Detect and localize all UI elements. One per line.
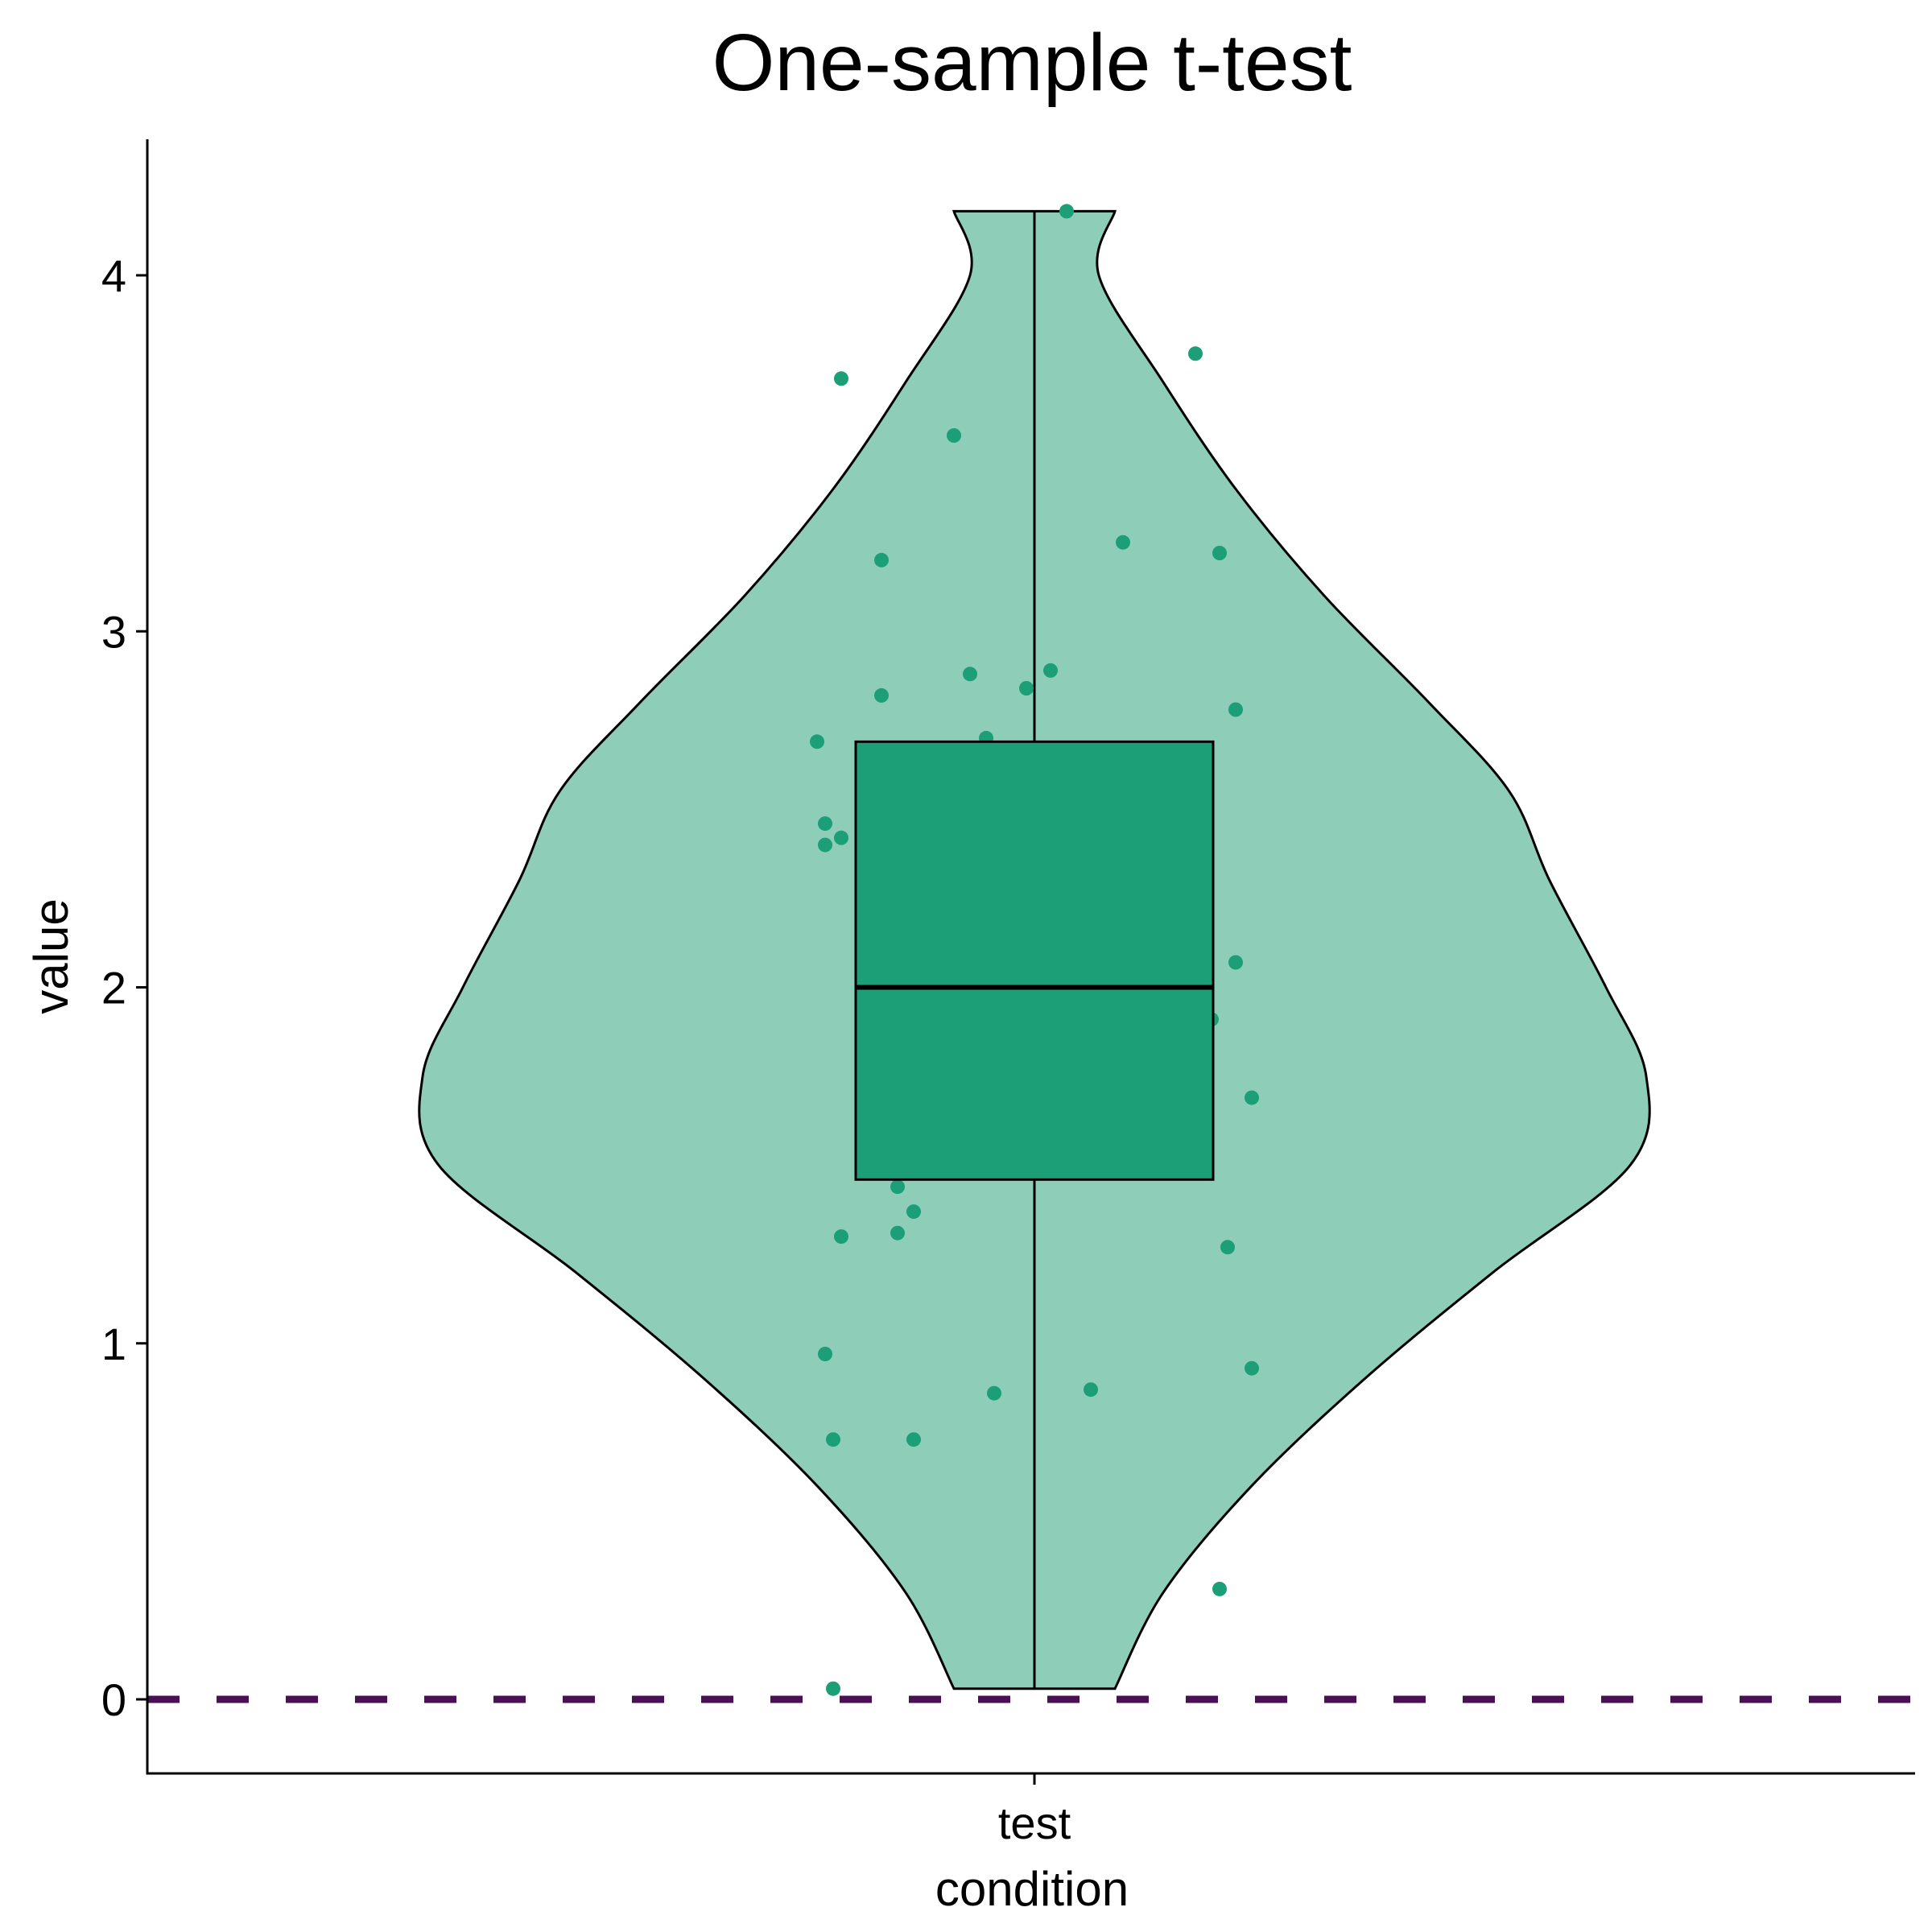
- y-tick-label: 2: [101, 963, 126, 1013]
- data-point: [874, 687, 889, 703]
- data-point: [1019, 681, 1034, 696]
- axes: 0 1 2 3 4: [101, 139, 1915, 1785]
- data-point: [834, 1229, 848, 1245]
- data-point: [1212, 546, 1227, 560]
- data-point: [810, 734, 824, 749]
- data-point: [890, 1179, 905, 1195]
- data-point: [826, 1681, 840, 1696]
- y-tick-label: 4: [101, 250, 126, 301]
- data-point: [1220, 1240, 1235, 1255]
- data-point: [906, 1204, 921, 1220]
- data-point: [1116, 535, 1130, 550]
- y-tick-label: 0: [101, 1674, 126, 1725]
- chart-title: One-sample t-test: [712, 18, 1352, 108]
- box-iqr: [854, 740, 1215, 1181]
- y-tick-label: 3: [101, 606, 126, 657]
- data-point: [1059, 204, 1074, 219]
- data-point: [874, 552, 889, 568]
- data-point: [834, 830, 848, 845]
- data-point: [1245, 1360, 1259, 1376]
- data-point: [818, 1347, 832, 1361]
- x-tick-label: test: [998, 1798, 1071, 1848]
- data-point: [947, 428, 961, 443]
- data-point: [818, 816, 832, 832]
- plot-area: [147, 204, 1915, 1703]
- data-point: [890, 1225, 905, 1241]
- data-point: [1084, 1382, 1098, 1397]
- data-point: [1228, 955, 1243, 970]
- data-point: [1212, 1581, 1227, 1596]
- data-point: [834, 371, 848, 386]
- data-point: [963, 667, 977, 682]
- x-axis-label: condition: [935, 1862, 1129, 1916]
- data-point: [818, 837, 832, 852]
- data-point: [906, 1432, 921, 1447]
- data-point: [1228, 702, 1243, 717]
- data-point: [826, 1432, 840, 1447]
- data-point: [987, 1385, 1001, 1401]
- data-point: [1043, 663, 1058, 678]
- y-axis-label: value: [24, 898, 78, 1013]
- data-point: [1245, 1090, 1259, 1105]
- y-tick-label: 1: [101, 1319, 126, 1369]
- data-point: [1188, 346, 1203, 361]
